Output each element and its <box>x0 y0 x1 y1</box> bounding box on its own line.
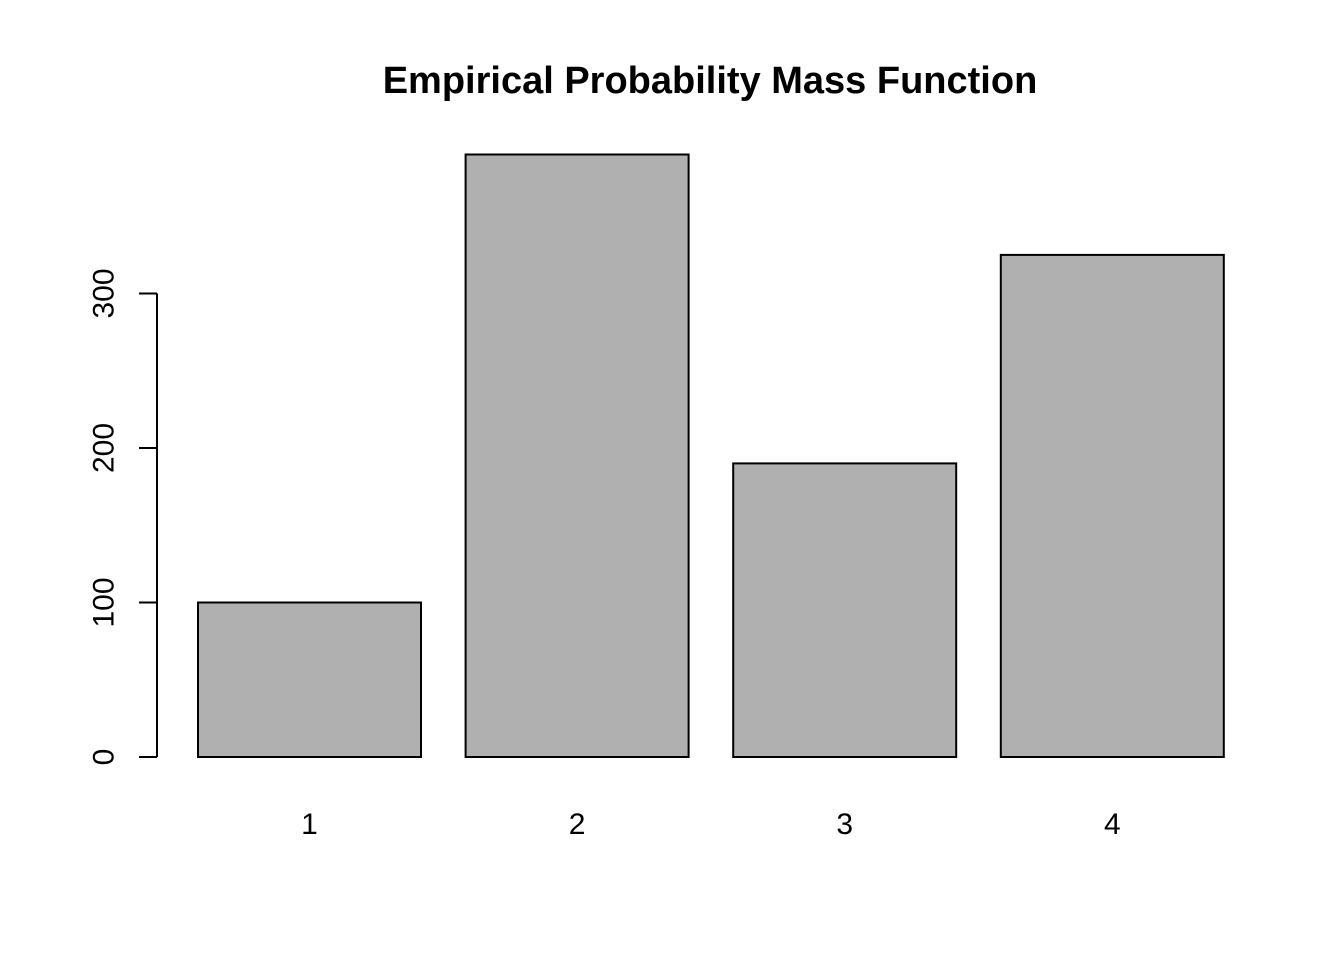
y-tick-label-0: 0 <box>88 749 121 766</box>
x-axis-labels: 1 2 3 4 <box>301 808 1120 841</box>
y-tick-label-200: 200 <box>88 423 121 473</box>
bar-4 <box>999 253 1225 758</box>
x-category-label-2: 2 <box>569 808 586 841</box>
x-category-label-1: 1 <box>301 808 318 841</box>
bar-2 <box>464 153 690 758</box>
y-tick-label-300: 300 <box>88 268 121 318</box>
x-category-label-3: 3 <box>836 808 853 841</box>
bar-3 <box>732 462 958 758</box>
bars-group <box>197 153 1225 758</box>
chart-title: Empirical Probability Mass Function <box>383 60 1038 102</box>
bar-1 <box>197 601 422 758</box>
y-axis: 0 100 200 300 <box>88 268 158 765</box>
x-category-label-4: 4 <box>1104 808 1121 841</box>
y-tick-label-100: 100 <box>88 577 121 627</box>
